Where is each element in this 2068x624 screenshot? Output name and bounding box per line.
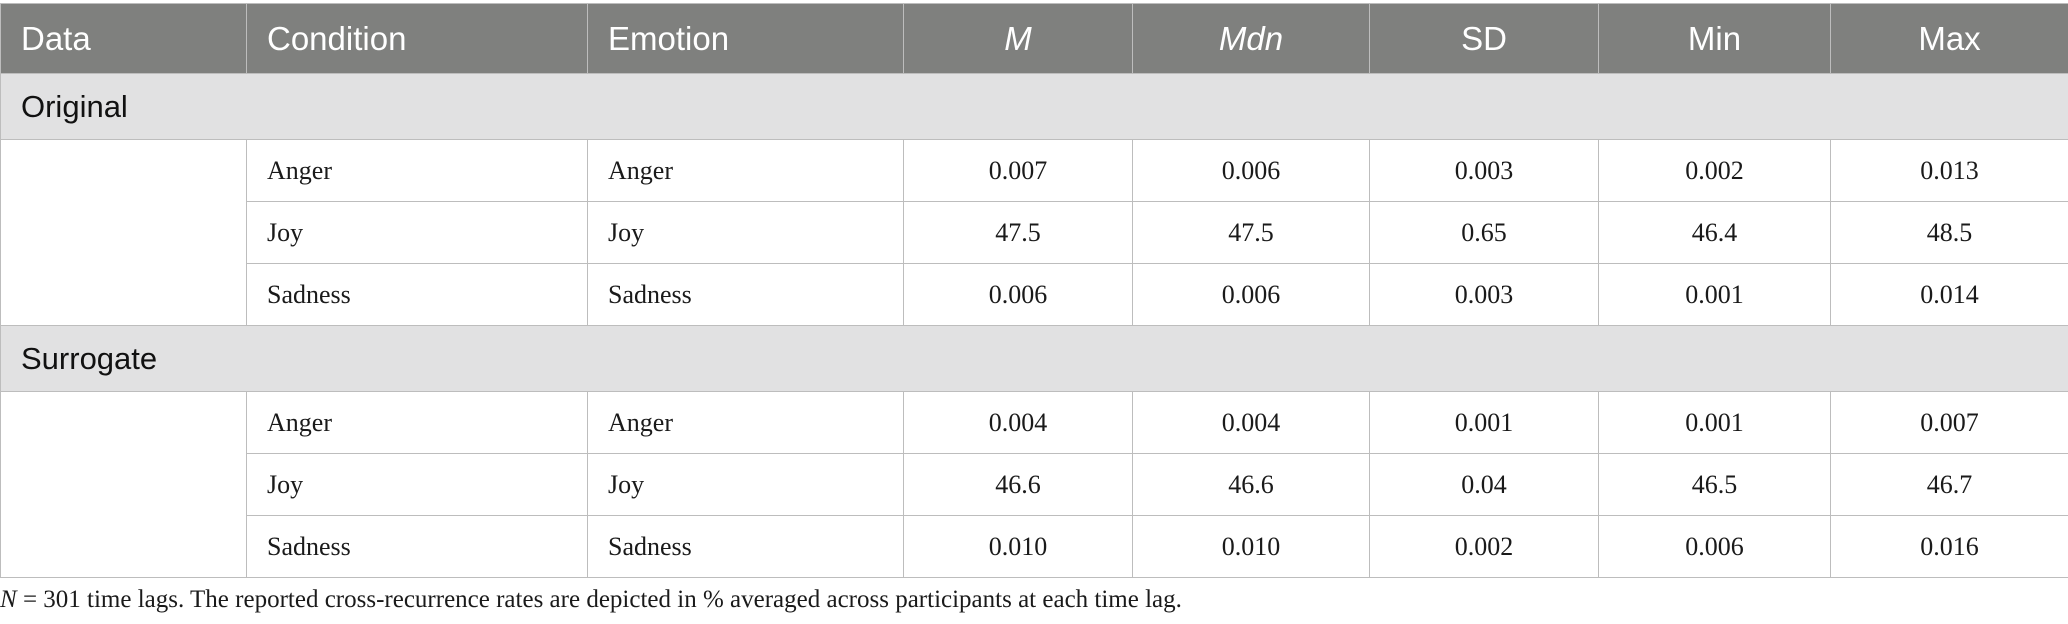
min-cell: 46.4 <box>1598 201 1831 264</box>
sd-cell: 0.003 <box>1369 139 1599 202</box>
group-label: Surrogate <box>0 325 2068 392</box>
table-row: Sadness Sadness 0.006 0.006 0.003 0.001 … <box>1 263 2068 326</box>
min-cell: 0.002 <box>1598 139 1831 202</box>
header-min: Min <box>1598 3 1831 74</box>
table-row: Sadness Sadness 0.010 0.010 0.002 0.006 … <box>1 515 2068 578</box>
sd-cell: 0.002 <box>1369 515 1599 578</box>
emotion-cell: Anger <box>587 391 904 454</box>
median-cell: 0.006 <box>1132 139 1370 202</box>
footnote-text: = 301 time lags. The reported cross-recu… <box>16 586 1182 613</box>
table-row: Anger Anger 0.004 0.004 0.001 0.001 0.00… <box>0 391 2068 578</box>
emotion-cell: Anger <box>587 139 904 202</box>
mean-cell: 46.6 <box>903 453 1133 516</box>
median-cell: 0.004 <box>1132 391 1370 454</box>
header-mean: M <box>903 3 1133 74</box>
emotion-cell: Joy <box>587 453 904 516</box>
max-cell: 0.016 <box>1830 515 2068 578</box>
max-cell: 0.013 <box>1830 139 2068 202</box>
header-row: Data Condition Emotion M Mdn SD Min Max <box>0 3 2068 74</box>
emotion-cell: Sadness <box>587 515 904 578</box>
table-row: Joy Joy 47.5 47.5 0.65 46.4 48.5 <box>1 201 2068 264</box>
sd-cell: 0.04 <box>1369 453 1599 516</box>
mean-cell: 0.007 <box>903 139 1133 202</box>
condition-cell: Anger <box>246 391 588 454</box>
statistics-table: Data Condition Emotion M Mdn SD Min Max … <box>0 3 2068 578</box>
condition-cell: Anger <box>246 139 588 202</box>
sd-cell: 0.003 <box>1369 263 1599 326</box>
condition-cell: Joy <box>246 201 588 264</box>
emotion-cell: Joy <box>587 201 904 264</box>
median-cell: 0.010 <box>1132 515 1370 578</box>
data-cell-empty <box>0 139 247 326</box>
table-row: Anger Anger 0.007 0.006 0.003 0.002 0.01… <box>0 139 2068 326</box>
table-footnote: N = 301 time lags. The reported cross-re… <box>0 586 1182 614</box>
mean-cell: 0.006 <box>903 263 1133 326</box>
max-cell: 0.014 <box>1830 263 2068 326</box>
condition-cell: Joy <box>246 453 588 516</box>
median-cell: 0.006 <box>1132 263 1370 326</box>
sd-cell: 0.001 <box>1369 391 1599 454</box>
header-sd: SD <box>1369 3 1599 74</box>
max-cell: 46.7 <box>1830 453 2068 516</box>
header-median: Mdn <box>1132 3 1370 74</box>
mean-cell: 0.010 <box>903 515 1133 578</box>
median-cell: 46.6 <box>1132 453 1370 516</box>
condition-cell: Sadness <box>246 263 588 326</box>
data-cell-empty <box>0 391 247 578</box>
group-row-original: Original <box>0 73 2068 140</box>
header-emotion: Emotion <box>587 3 904 74</box>
min-cell: 0.001 <box>1598 263 1831 326</box>
max-cell: 0.007 <box>1830 391 2068 454</box>
group-label: Original <box>0 73 2068 140</box>
max-cell: 48.5 <box>1830 201 2068 264</box>
mean-cell: 0.004 <box>903 391 1133 454</box>
emotion-cell: Sadness <box>587 263 904 326</box>
condition-cell: Sadness <box>246 515 588 578</box>
min-cell: 0.006 <box>1598 515 1831 578</box>
group-row-surrogate: Surrogate <box>0 325 2068 392</box>
min-cell: 46.5 <box>1598 453 1831 516</box>
header-data: Data <box>0 3 247 74</box>
sd-cell: 0.65 <box>1369 201 1599 264</box>
mean-cell: 47.5 <box>903 201 1133 264</box>
header-condition: Condition <box>246 3 588 74</box>
header-max: Max <box>1830 3 2068 74</box>
table-row: Joy Joy 46.6 46.6 0.04 46.5 46.7 <box>1 453 2068 516</box>
median-cell: 47.5 <box>1132 201 1370 264</box>
min-cell: 0.001 <box>1598 391 1831 454</box>
footnote-n-symbol: N <box>0 586 17 613</box>
